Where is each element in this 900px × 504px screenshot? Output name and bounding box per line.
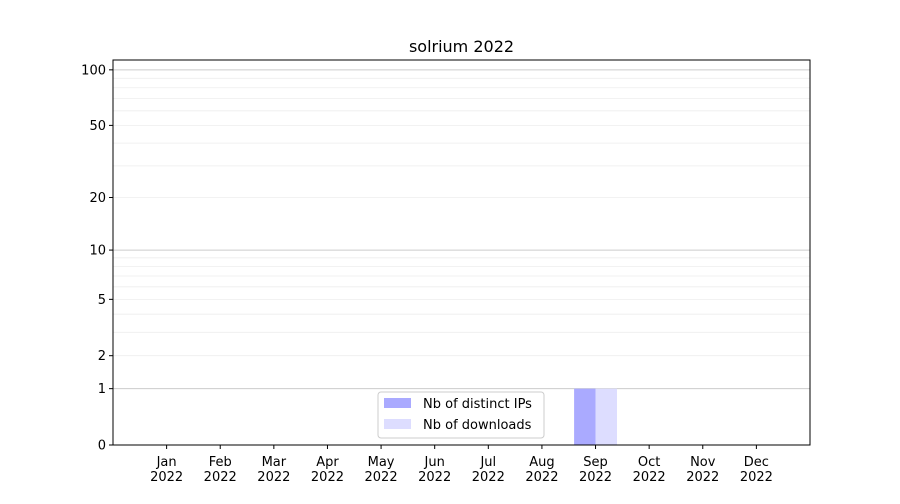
y-tick-label: 1 [98,382,106,397]
x-tick-label: Oct 2022 [633,455,666,485]
x-tick-label: Mar 2022 [257,455,290,485]
bar-distinct-ips [574,388,596,445]
plot-frame [112,59,811,446]
y-tick-label: 50 [89,119,106,134]
x-tick-label: Dec 2022 [740,455,773,485]
y-tick-label: 5 [98,293,106,308]
y-tick-label: 10 [89,244,106,259]
x-tick-label: Jul 2022 [472,455,505,485]
y-tick-label: 0 [98,439,106,454]
x-tick-label: May 2022 [365,455,398,485]
y-tick-label: 20 [89,191,106,206]
y-tick-label: 100 [81,63,106,78]
x-tick-label: Feb 2022 [204,455,237,485]
chart-title: solrium 2022 [409,37,514,56]
y-tick-label: 2 [98,349,106,364]
legend-swatch [384,419,411,429]
legend-label: Nb of distinct IPs [423,397,532,412]
x-tick-label: Nov 2022 [686,455,719,485]
x-tick-label: Aug 2022 [525,455,558,485]
x-tick-label: Jan 2022 [150,455,183,485]
legend-box [377,391,545,439]
x-tick-label: Jun 2022 [418,455,451,485]
bar-downloads [595,388,617,445]
legend: Nb of distinct IPs Nb of downloads [377,391,545,439]
legend-swatch [384,398,411,408]
x-tick-label: Apr 2022 [311,455,344,485]
x-tick-label: Sep 2022 [579,455,612,485]
legend-label: Nb of downloads [423,418,532,433]
